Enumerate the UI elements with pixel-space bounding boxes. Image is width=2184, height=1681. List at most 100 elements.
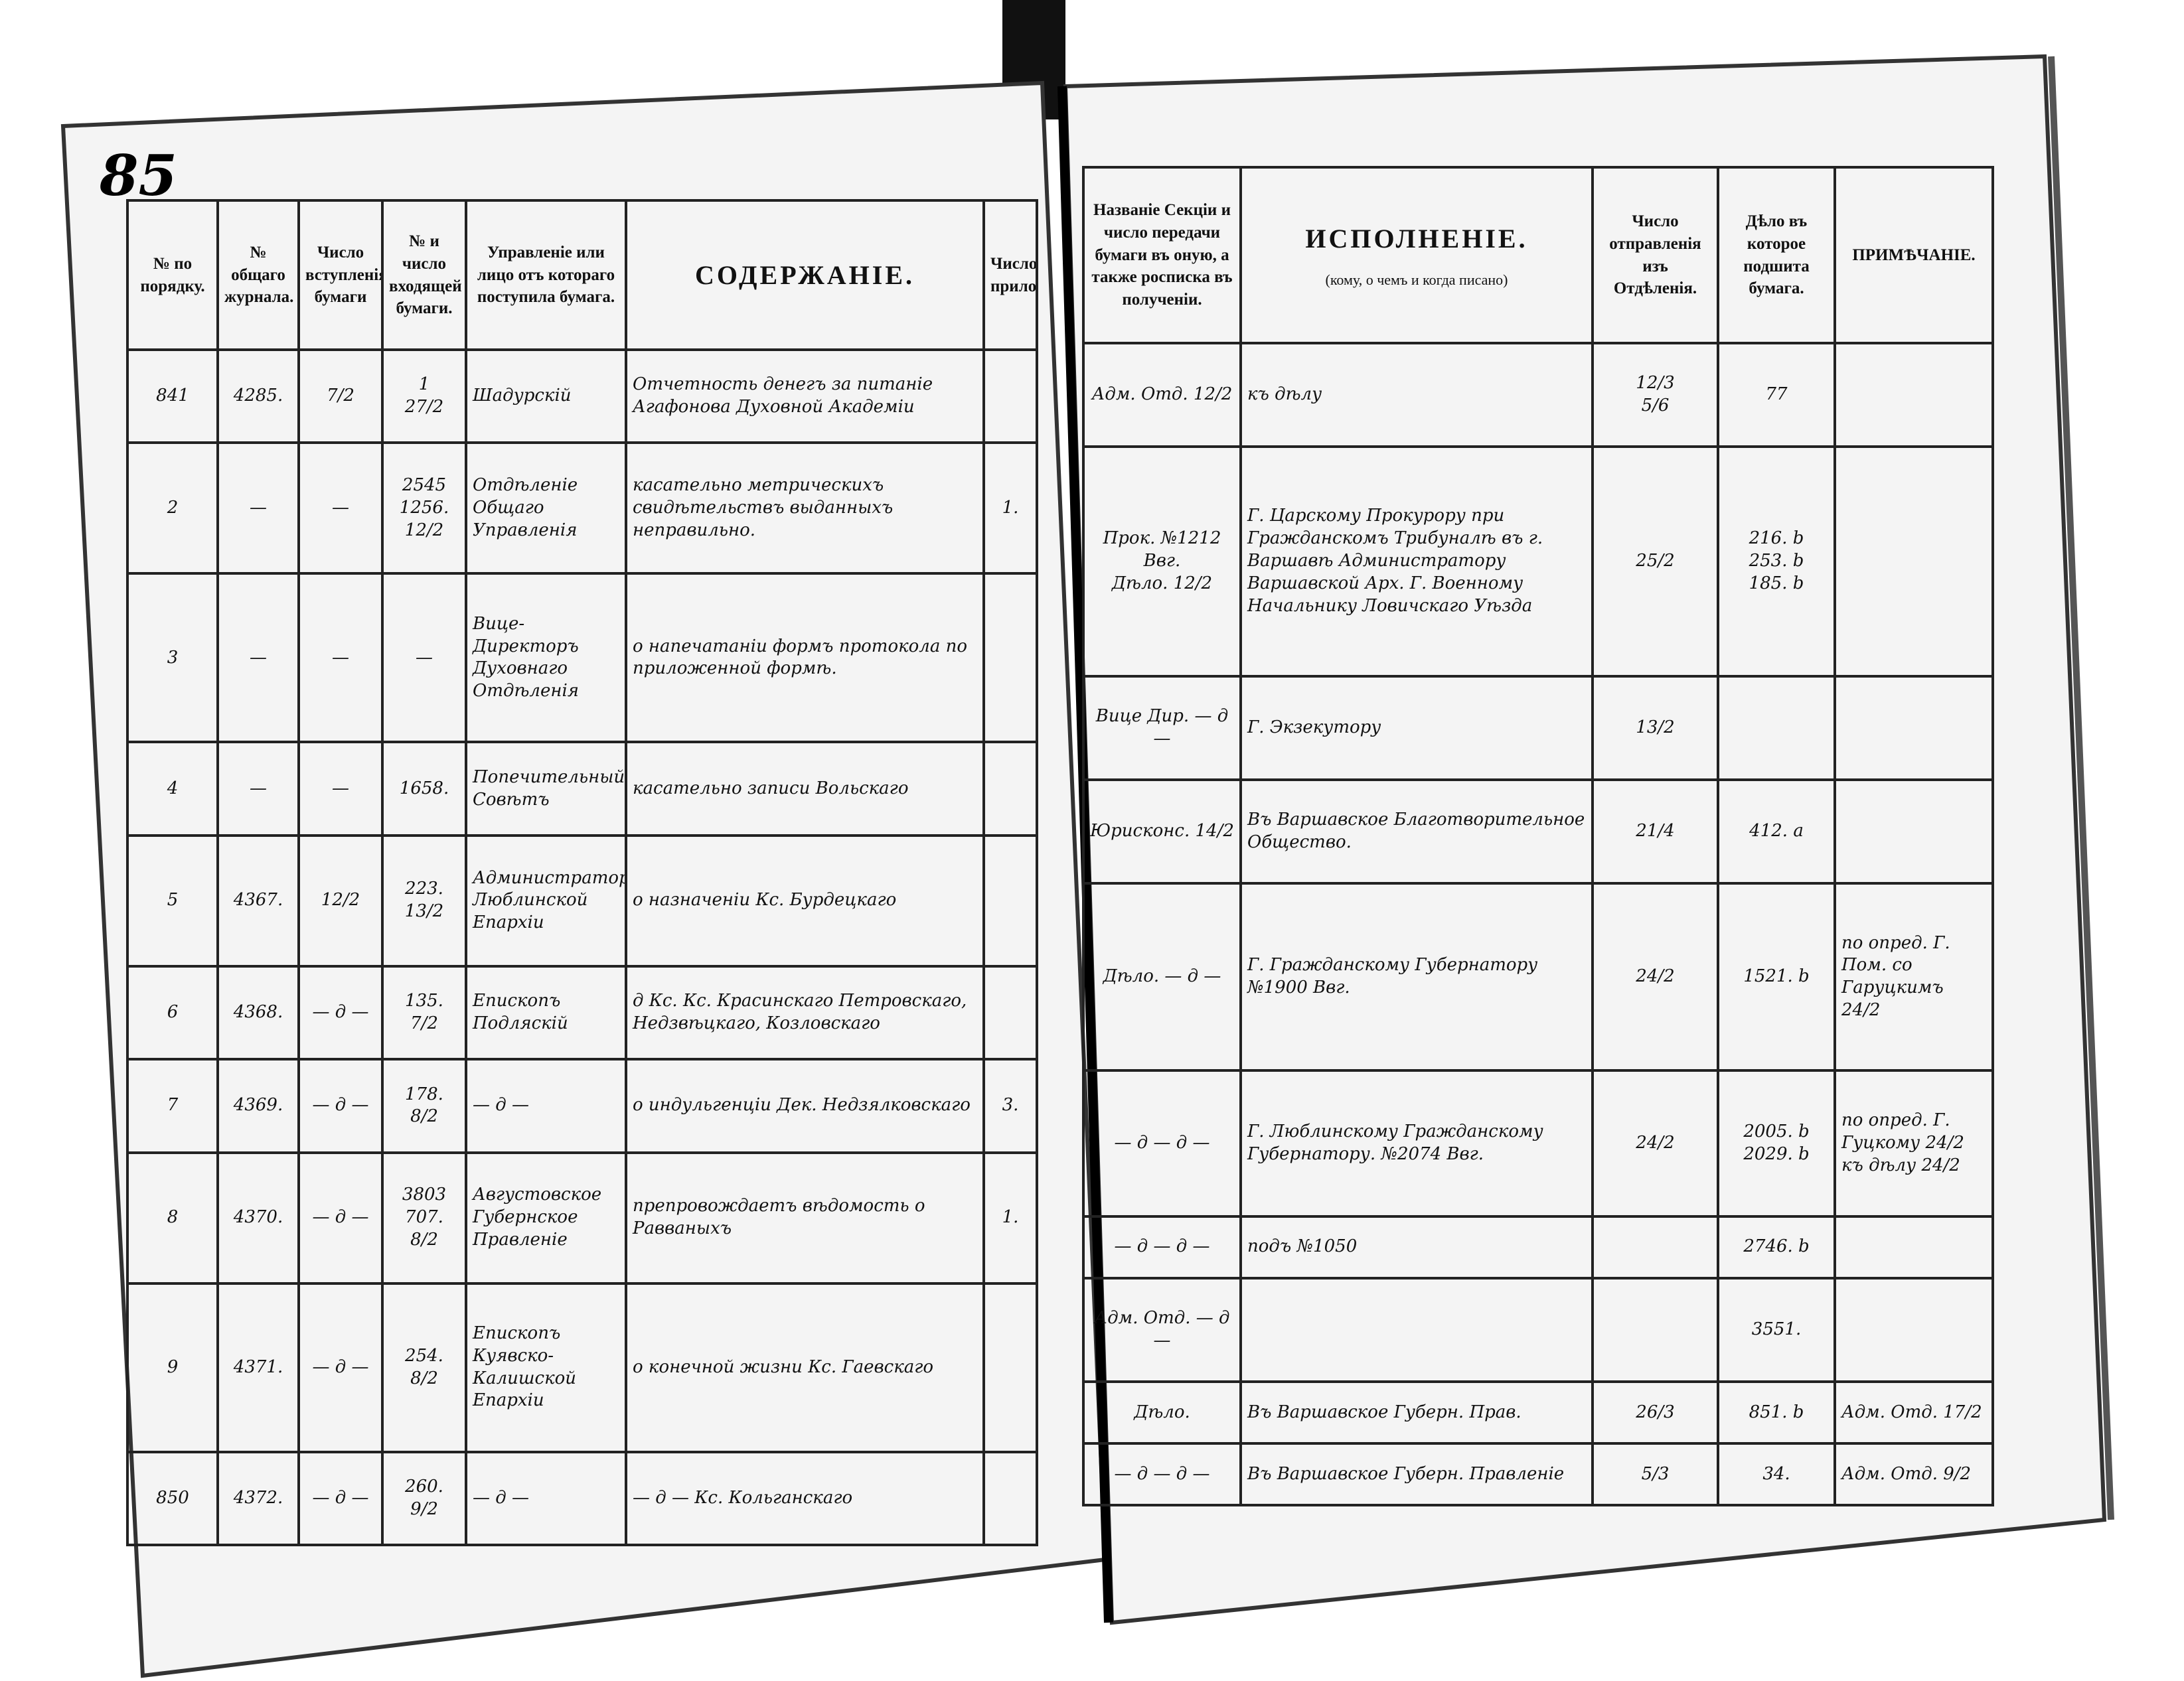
cell: 5: [126, 834, 219, 968]
cell: о напечатаніи формъ протокола по приложе…: [625, 572, 985, 744]
cell: [982, 834, 1038, 968]
cell: — д — д —: [1082, 1069, 1242, 1218]
header-cell: Дѣло въ которое подшита бумага.: [1717, 166, 1836, 344]
cell: [1591, 1214, 1719, 1279]
cell: Отдѣленіе Общаго Управленія: [465, 441, 627, 575]
header-row: Названіе Секціи и число передачи бумаги …: [1082, 166, 1994, 344]
cell: 841: [126, 348, 219, 445]
cell: 3.: [982, 1058, 1038, 1154]
cell: — д —: [465, 1058, 627, 1154]
cell: 12/2: [297, 834, 384, 968]
header-cell: Управленіе или лицо отъ котораго поступи…: [465, 199, 627, 351]
header-cell: Число приложеній.: [982, 199, 1038, 351]
row: Юрисконс. 14/2 Въ Варшавское Благотворите…: [1082, 778, 1994, 885]
cell: [982, 572, 1038, 744]
cell: 1 27/2: [381, 348, 467, 445]
cell: 24/2: [1591, 1069, 1719, 1218]
cell: — д — Кс. Кольганскаго: [625, 1450, 985, 1547]
cell: 4285.: [216, 348, 300, 445]
cell: [1591, 1276, 1719, 1383]
header-cell: ПРИМѢЧАНІЕ.: [1833, 166, 1994, 344]
cell: 12/3 5/6: [1591, 341, 1719, 449]
cell: 13/2: [1591, 674, 1719, 781]
cell: — д —: [297, 1450, 384, 1547]
cell: подъ №1050: [1239, 1214, 1594, 1279]
cell: Въ Варшавское Губерн. Прав.: [1239, 1380, 1594, 1445]
cell: [982, 1450, 1038, 1547]
cell: — д —: [297, 1151, 384, 1285]
cell: 21/4: [1591, 778, 1719, 885]
cell: — д —: [297, 1281, 384, 1453]
row: — д — д — Г. Люблинскому Гражданскому Губ…: [1082, 1069, 1994, 1218]
cell: 25/2: [1591, 445, 1719, 678]
row: 4— —1658. Попечительный Совѣтъ касательно з…: [126, 741, 1038, 837]
cell: [1833, 674, 1994, 781]
cell: 4368.: [216, 964, 300, 1061]
cell: по опред. Г. Пом. со Гаруцкимъ 24/2: [1833, 882, 1994, 1072]
cell: Попечительный Совѣтъ: [465, 741, 627, 837]
cell: — д — д —: [1082, 1214, 1242, 1279]
cell: Вице Дир. — д —: [1082, 674, 1242, 781]
cell: 216. b 253. b 185. b: [1717, 445, 1836, 678]
header-cell: № и число входящей бумаги.: [381, 199, 467, 351]
cell: — д — д —: [1082, 1441, 1242, 1507]
cell: о назначеніи Кс. Бурдецкаго: [625, 834, 985, 968]
cell: [1833, 445, 1994, 678]
row: Адм. Отд. 12/2 къ дѣлу 12/3 5/6 77: [1082, 341, 1994, 449]
cell: —: [216, 572, 300, 744]
cell: [982, 348, 1038, 445]
row: 9 4371. — д —254. 8/2 Епископъ Куявско-Кали…: [126, 1281, 1038, 1453]
cell: 4369.: [216, 1058, 300, 1154]
cell: къ дѣлу: [1239, 341, 1594, 449]
header-cell: Число отправленія изъ Отдѣленія.: [1591, 166, 1719, 344]
cell: [982, 964, 1038, 1061]
cell: Въ Варшавское Губерн. Правленіе: [1239, 1441, 1594, 1507]
cell: 8: [126, 1151, 219, 1285]
cell: 2545 1256. 12/2: [381, 441, 467, 575]
cell: Епископъ Подляскій: [465, 964, 627, 1061]
left-table: № по порядку. № общаго журнала. Число всту…: [126, 199, 1038, 1547]
cell: д Кс. Кс. Красинскаго Петровскаго, Недзв…: [625, 964, 985, 1061]
cell: 5/3: [1591, 1441, 1719, 1507]
row: 2— —2545 1256. 12/2 Отдѣленіе Общаго Управ…: [126, 441, 1038, 575]
cell: 1.: [982, 441, 1038, 575]
cell: 1.: [982, 1151, 1038, 1285]
cell: 412. a: [1717, 778, 1836, 885]
cell: 2746. b: [1717, 1214, 1836, 1279]
cell: 7: [126, 1058, 219, 1154]
cell: 1521. b: [1717, 882, 1836, 1072]
cell: Дѣло. — д —: [1082, 882, 1242, 1072]
cell: Адм. Отд. 12/2: [1082, 341, 1242, 449]
cell: 3: [126, 572, 219, 744]
header-cell: Названіе Секціи и число передачи бумаги …: [1082, 166, 1242, 344]
cell: —: [297, 741, 384, 837]
row: Адм. Отд. — д — 3551.: [1082, 1276, 1994, 1383]
edge: [2048, 56, 2114, 1520]
cell: 26/3: [1591, 1380, 1719, 1445]
row: 5 4367. 12/2 223. 13/2 Администраторъ Люблин…: [126, 834, 1038, 968]
cell: [1833, 341, 1994, 449]
cell: 178. 8/2: [381, 1058, 467, 1154]
cell: Шадурскій: [465, 348, 627, 445]
cell: Епископъ Куявско-Калишской Епархіи: [465, 1281, 627, 1453]
cell: [1239, 1276, 1594, 1383]
row: 850 4372. — д —260. 9/2— д — — д — Кс. Коль…: [126, 1450, 1038, 1547]
cell: Адм. Отд. 17/2: [1833, 1380, 1994, 1445]
cell: Г. Люблинскому Гражданскому Губернатору.…: [1239, 1069, 1594, 1218]
row: 841 4285. 7/2 1 27/2 Шадурскій Отчетность ден…: [126, 348, 1038, 445]
cell: 77: [1717, 341, 1836, 449]
header-cell: СОДЕРЖАНІЕ.: [625, 199, 985, 351]
cell: касательно метрическихъ свидѣтельствъ вы…: [625, 441, 985, 575]
header-cell: № по порядку.: [126, 199, 219, 351]
row: Вице Дир. — д — Г. Экзекутору 13/2: [1082, 674, 1994, 781]
cell: Отчетность денегъ за питаніе Агафонова Д…: [625, 348, 985, 445]
row: 6 4368. — д —135. 7/2 Епископъ Подляскій д К…: [126, 964, 1038, 1061]
cell: [1833, 1276, 1994, 1383]
cell: Прок. №1212 Ввг. Дѣло. 12/2: [1082, 445, 1242, 678]
header-cell: ИСПОЛНЕНІЕ. (кому, о чемъ и когда писано): [1239, 166, 1594, 344]
cell: 4372.: [216, 1450, 300, 1547]
cell: о конечной жизни Кс. Гаевскаго: [625, 1281, 985, 1453]
header-note: (кому, о чемъ и когда писано): [1325, 271, 1508, 288]
row: 7 4369. — д —178. 8/2— д — о индульгенціи Д…: [126, 1058, 1038, 1154]
